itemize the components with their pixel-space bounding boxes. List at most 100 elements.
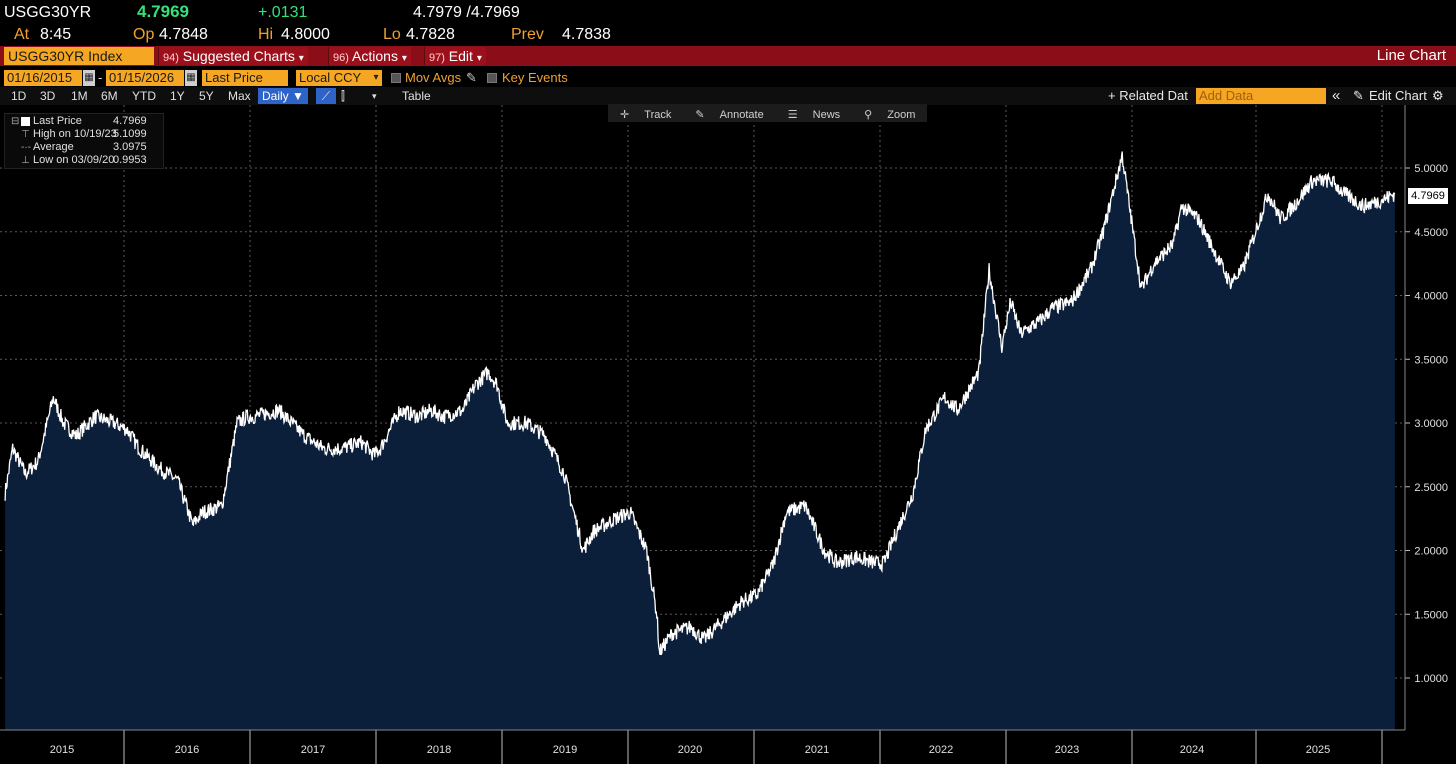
track-button[interactable]: ✛ Track — [608, 104, 683, 126]
period-ytd-button[interactable]: YTD — [132, 89, 156, 103]
y-tick-label: 3.0000 — [1414, 418, 1448, 430]
calendar-icon[interactable]: ▦ — [83, 70, 95, 86]
zoom-icon: ⚲ — [864, 109, 873, 121]
calendar-icon[interactable]: ▦ — [185, 70, 197, 86]
x-tick-label: 2021 — [805, 744, 829, 756]
period-max-button[interactable]: Max — [228, 89, 251, 103]
legend-row-last: ⊟ Last Price 4.7969 — [5, 115, 163, 128]
at-label: At — [14, 26, 30, 43]
table-button[interactable]: Table — [402, 89, 431, 103]
quote-line-2: At 8:45 Op 4.7848 Hi 4.8000 Lo 4.7828 Pr… — [0, 24, 1456, 46]
suggested-charts-menu[interactable]: 94) Suggested Charts ▾ — [158, 47, 308, 65]
legend-label: Low on 03/09/20 — [33, 154, 115, 166]
date-separator: - — [98, 70, 103, 85]
menu-label: Edit — [448, 48, 473, 64]
x-tick-label: 2022 — [929, 744, 953, 756]
edit-chart-button[interactable]: Edit Chart — [1369, 88, 1427, 103]
price-field-select[interactable]: Last Price — [202, 70, 288, 86]
legend-label: Last Price — [33, 115, 82, 127]
last-value-tag: 4.7969 — [1408, 188, 1448, 204]
period-6m-button[interactable]: 6M — [101, 89, 118, 103]
x-tick-label: 2018 — [427, 744, 451, 756]
x-tick-label: 2016 — [175, 744, 199, 756]
key-events-checkbox[interactable] — [487, 73, 497, 83]
menu-number: 97) — [429, 52, 445, 64]
period-3d-button[interactable]: 3D — [40, 89, 56, 103]
period-5y-button[interactable]: 5Y — [199, 89, 214, 103]
period-1d-button[interactable]: 1D — [11, 89, 27, 103]
start-date-field[interactable]: 01/16/2015 — [4, 70, 82, 86]
legend-value: 3.0975 — [113, 141, 147, 153]
menu-number: 94) — [163, 52, 179, 64]
price-chart[interactable]: 1.0000 1.5000 2.0000 2.5000 3.0000 3.5000 4.00… — [0, 105, 1456, 764]
track-label: Track — [644, 109, 672, 121]
annotate-label: Annotate — [719, 109, 764, 121]
legend-label: Average — [33, 141, 74, 153]
menu-label: Actions — [352, 48, 398, 64]
x-axis: 2015 2016 2017 2018 2019 2020 2021 2022 2023 2024… — [0, 729, 1405, 764]
prev-value: 4.7838 — [562, 26, 611, 43]
chevron-down-icon: ▾ — [401, 53, 407, 64]
pencil-icon[interactable]: ✎ — [466, 70, 477, 85]
related-data-button[interactable]: + Related Dat — [1108, 88, 1188, 103]
price-area-fill — [5, 151, 1395, 730]
gear-icon[interactable]: ⚙ — [1432, 88, 1444, 103]
quote-line-1: USGG30YR 4.7969 +.0131 4.7979 /4.7969 — [0, 2, 1456, 24]
legend-value: 0.9953 — [113, 154, 147, 166]
chevron-down-icon: ▾ — [298, 53, 304, 64]
series-swatch — [21, 117, 30, 126]
actions-menu[interactable]: 96) Actions ▾ — [328, 47, 411, 65]
low-value: 4.7828 — [406, 26, 455, 43]
average-marker-icon: -·- — [21, 142, 31, 153]
key-events-label: Key Events — [502, 70, 568, 85]
security-field[interactable]: USGG30YR Index — [4, 47, 154, 65]
title-bar: USGG30YR Index 94) Suggested Charts ▾ 96… — [0, 46, 1456, 66]
y-axis: 1.0000 1.5000 2.0000 2.5000 3.0000 3.5000 4.00… — [1404, 105, 1448, 730]
low-label: Lo — [383, 26, 401, 43]
chart-tools-bar: ✛ Track ✎ Annotate ☰ News ⚲ Zoom — [608, 104, 928, 122]
legend-row-low: ⊥ Low on 03/09/20 0.9953 — [5, 154, 163, 167]
pencil-icon[interactable]: ✎ — [1353, 88, 1364, 103]
y-tick-label: 1.5000 — [1414, 609, 1448, 621]
net-change: +.0131 — [258, 4, 308, 21]
chevron-down-icon[interactable]: ▾ — [372, 91, 377, 101]
mov-avgs-checkbox[interactable] — [391, 73, 401, 83]
end-date-field[interactable]: 01/15/2026 — [106, 70, 184, 86]
y-tick-label: 1.0000 — [1414, 673, 1448, 685]
x-tick-label: 2025 — [1306, 744, 1330, 756]
x-tick-label: 2015 — [50, 744, 74, 756]
menu-number: 96) — [333, 52, 349, 64]
line-chart-icon[interactable]: ⟋ — [316, 88, 336, 104]
add-data-input[interactable]: Add Data — [1196, 88, 1326, 104]
news-button[interactable]: ☰ News — [776, 104, 852, 126]
collapse-icon[interactable]: « — [1332, 87, 1341, 104]
period-toolbar: 1D 3D 1M 6M YTD 1Y 5Y Max Daily ▼ ⟋ ⫿ ▾ … — [0, 87, 1456, 105]
frequency-select[interactable]: Daily ▼ — [258, 88, 308, 104]
collapse-icon[interactable]: ⊟ — [11, 116, 20, 127]
y-tick-label: 2.0000 — [1414, 546, 1448, 558]
chart-area[interactable]: 1.0000 1.5000 2.0000 2.5000 3.0000 3.5000 4.00… — [0, 105, 1456, 764]
legend-value: 5.1099 — [113, 128, 147, 140]
quote-time: 8:45 — [40, 26, 72, 43]
bar-style-icon[interactable]: ⫿ — [341, 89, 345, 103]
price-line — [4, 151, 1396, 655]
y-tick-label: 4.0000 — [1414, 291, 1448, 303]
prev-label: Prev — [511, 26, 544, 43]
ticker: USGG30YR — [4, 4, 92, 21]
chevron-down-icon: ▾ — [476, 53, 482, 64]
currency-select[interactable]: Local CCY — [296, 70, 370, 86]
x-tick-label: 2024 — [1180, 744, 1204, 756]
y-tick-label: 2.5000 — [1414, 482, 1448, 494]
news-label: News — [812, 109, 841, 121]
annotate-button[interactable]: ✎ Annotate — [683, 104, 775, 126]
chevron-down-icon[interactable]: ▾ — [370, 70, 382, 86]
x-tick-label: 2017 — [301, 744, 325, 756]
settings-row: 01/16/2015 ▦ - 01/15/2026 ▦ Last Price L… — [0, 69, 1456, 87]
zoom-button[interactable]: ⚲ Zoom — [852, 104, 927, 126]
period-1m-button[interactable]: 1M — [71, 89, 88, 103]
period-1y-button[interactable]: 1Y — [170, 89, 185, 103]
edit-menu[interactable]: 97) Edit ▾ — [424, 47, 486, 65]
zoom-label: Zoom — [887, 109, 916, 121]
x-tick-label: 2020 — [678, 744, 702, 756]
chart-type-label: Line Chart — [1376, 47, 1446, 64]
